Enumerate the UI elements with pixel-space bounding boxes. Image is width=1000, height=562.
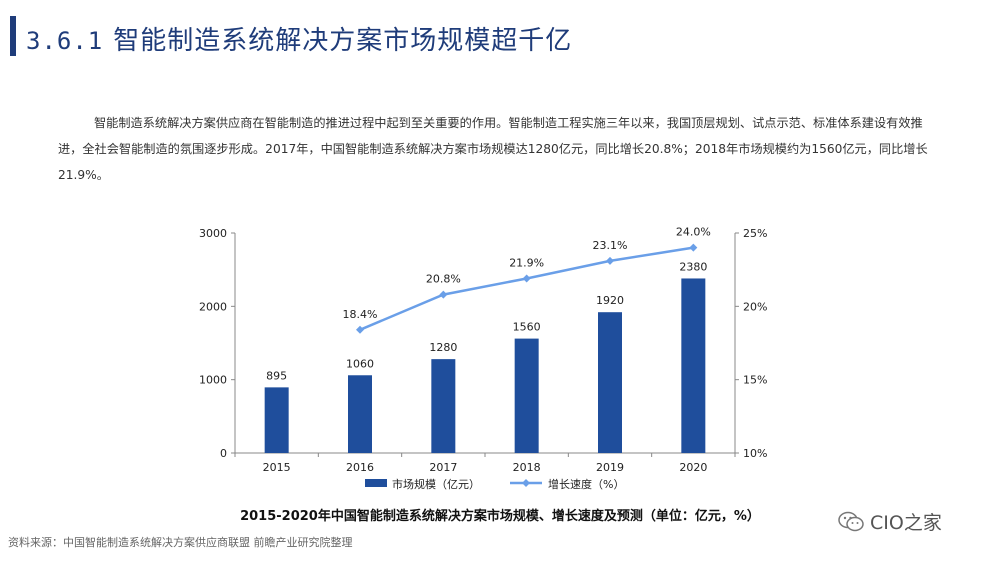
left-tick-label: 1000 [199, 374, 227, 387]
x-tick-label: 2016 [346, 461, 374, 474]
growth-point [606, 256, 614, 265]
bar-value-label: 1280 [429, 341, 457, 354]
growth-point [689, 243, 698, 252]
growth-value-label: 18.4% [343, 308, 378, 321]
intro-paragraph: 智能制造系统解决方案供应商在智能制造的推进过程中起到至关重要的作用。智能制造工程… [58, 116, 928, 182]
right-tick-label: 10% [743, 447, 767, 460]
right-tick-label: 15% [743, 374, 767, 387]
bar-value-label: 2380 [679, 260, 707, 273]
legend-bar-swatch [365, 479, 387, 487]
right-tick-label: 25% [743, 227, 767, 240]
x-tick-label: 2019 [596, 461, 624, 474]
growth-value-label: 23.1% [593, 239, 628, 252]
growth-point [356, 325, 364, 334]
legend-bar-label: 市场规模（亿元） [392, 477, 480, 491]
bar [681, 278, 706, 453]
bar-value-label: 1920 [596, 294, 624, 307]
left-tick-label: 0 [220, 447, 227, 460]
watermark-text: CIO之家 [870, 512, 942, 534]
chart-container: 0 1000 2000 3000 10% 15% 20% 25% 2015 2016 2017 201… [180, 218, 800, 498]
x-tick-label: 2015 [263, 461, 291, 474]
growth-value-label: 21.9% [509, 256, 544, 269]
bar [431, 359, 456, 453]
bar-value-label: 1560 [513, 321, 541, 334]
bar [264, 387, 289, 453]
right-tick-label: 20% [743, 300, 767, 313]
market-size-chart: 0 1000 2000 3000 10% 15% 20% 25% 2015 2016 2017 201… [199, 226, 767, 491]
chart-title: 2015-2020年中国智能制造系统解决方案市场规模、增长速度及预测（单位：亿元… [240, 509, 760, 524]
bar-value-label: 1060 [346, 357, 374, 370]
section-number: 3.6.1 [26, 27, 104, 55]
x-tick-label: 2017 [429, 461, 457, 474]
left-tick-label: 2000 [199, 300, 227, 313]
title-text: 智能制造系统解决方案市场规模超千亿 [113, 26, 573, 56]
wechat-icon [838, 511, 864, 533]
watermark: CIO之家 [838, 508, 942, 535]
x-tick-label: 2020 [679, 461, 707, 474]
growth-value-label: 20.8% [426, 273, 461, 286]
left-tick-label: 3000 [199, 227, 227, 240]
page-title: 3.6.1 智能制造系统解决方案市场规模超千亿 [26, 20, 572, 57]
legend-line-label: 增长速度（%） [548, 477, 624, 491]
bar-value-label: 895 [266, 369, 287, 382]
x-tick-label: 2018 [513, 461, 541, 474]
source-note: 资料来源：中国智能制造系统解决方案供应商联盟 前瞻产业研究院整理 [8, 536, 353, 549]
growth-point [439, 290, 448, 299]
bar [514, 338, 539, 453]
bar [348, 375, 372, 453]
growth-point [522, 274, 531, 283]
title-accent-bar [10, 16, 16, 56]
legend-line-marker [522, 479, 530, 487]
growth-value-label: 24.0% [676, 226, 711, 239]
bar [598, 312, 622, 453]
